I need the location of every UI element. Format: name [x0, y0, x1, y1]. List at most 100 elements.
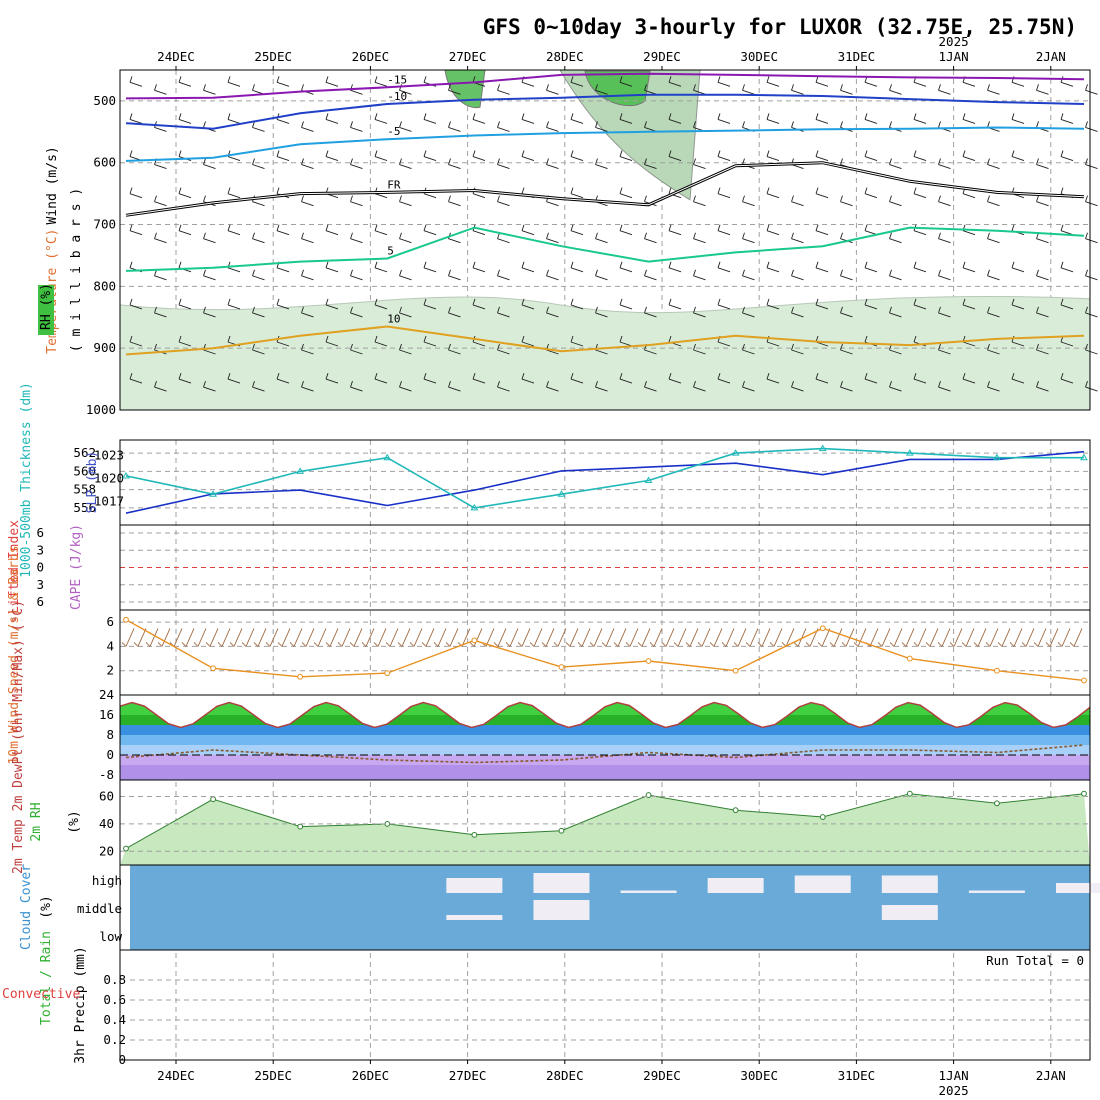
- rh-shading-patch: [444, 69, 486, 109]
- wind-barb: [203, 158, 216, 169]
- wind-barb: [815, 224, 829, 236]
- wind-barb: [619, 372, 633, 384]
- wind10-barb: [181, 628, 195, 647]
- wind-barb: [423, 150, 437, 161]
- wind-barb: [644, 232, 657, 244]
- ylabel-cloud: Cloud Cover: [19, 864, 34, 950]
- pressure-tick-label: 900: [93, 340, 116, 355]
- wind-barb: [301, 121, 314, 132]
- wind10-barb: [421, 628, 435, 647]
- wind-barb: [962, 113, 976, 124]
- wind10-barb: [289, 628, 303, 647]
- wind-barb: [1085, 84, 1098, 95]
- wind-barb: [570, 150, 584, 161]
- rh-point: [819, 814, 826, 820]
- wind-barb: [301, 84, 314, 95]
- lifted-tick-label: 6: [36, 525, 44, 540]
- wind10-barb: [325, 628, 339, 647]
- wind-barb: [693, 232, 706, 244]
- wind-barb: [252, 269, 265, 281]
- temp-band: [120, 765, 1090, 780]
- ylabel-rh: RH (%): [39, 283, 54, 330]
- wind-barb: [1036, 121, 1049, 132]
- wind-barb: [570, 224, 584, 236]
- wind10-barb: [469, 628, 483, 647]
- wind-barb: [521, 335, 535, 347]
- wind-barb: [938, 306, 951, 318]
- wind-barb: [252, 232, 265, 244]
- wind-barb: [154, 380, 167, 392]
- wind-barb: [472, 372, 486, 384]
- rh2m-panel: 20 40 60 2m RH (%): [29, 788, 1090, 865]
- wind-barb: [668, 150, 682, 161]
- wind10-barb: [817, 628, 831, 647]
- wind10-barb: [925, 628, 939, 647]
- rh-tick-label: 20: [99, 843, 114, 858]
- wind10-barb: [445, 628, 459, 647]
- wind-barb: [154, 195, 167, 207]
- wind-barb: [889, 232, 902, 244]
- wind10-barb: [1069, 628, 1083, 647]
- date-tick-bottom: 27DEC: [449, 1068, 487, 1083]
- ylabel-wind: Wind (m/s): [45, 146, 60, 224]
- wind-barb: [668, 372, 682, 384]
- wind-barb: [864, 150, 878, 161]
- thickness-tick-label: 562: [73, 445, 96, 460]
- wind-barb: [619, 113, 633, 124]
- wind-barb: [619, 150, 633, 161]
- wind-barb: [889, 158, 902, 169]
- wind-barb: [423, 372, 437, 384]
- wind-barb: [325, 150, 339, 161]
- wind-barb: [693, 343, 706, 355]
- wind-barb: [448, 84, 461, 95]
- wind10-barb: [277, 628, 291, 647]
- wind10-barb: [889, 628, 903, 647]
- wind-barb: [864, 372, 878, 384]
- wind-barb: [301, 306, 314, 318]
- rh-point: [210, 796, 216, 803]
- wind-barb: [276, 76, 290, 87]
- wind-barb: [717, 372, 731, 384]
- wind-barb: [350, 269, 363, 281]
- slp-tick-label: 1020: [94, 471, 124, 486]
- wind-barb: [791, 380, 804, 392]
- wind-barb: [350, 195, 363, 207]
- wind-barb: [276, 150, 290, 161]
- wind-barb: [374, 335, 388, 347]
- wind-barb: [497, 195, 510, 207]
- wind-barb: [472, 113, 486, 124]
- wind-barb: [962, 150, 976, 161]
- wind-barb: [399, 121, 412, 132]
- cloud-block-middle: [881, 905, 938, 920]
- ylabel-lifted: Lifted Index: [7, 520, 22, 614]
- wind-barb: [203, 306, 216, 318]
- wind-barb: [276, 298, 290, 310]
- wind-barb: [399, 269, 412, 281]
- wind-barb: [1036, 306, 1049, 318]
- wind-barb: [766, 187, 780, 199]
- wind-tick-label: 4: [106, 638, 114, 653]
- wind-barb: [644, 158, 657, 169]
- wind-barb: [521, 261, 535, 273]
- wind-barb: [595, 232, 608, 244]
- cloud-block-middle: [533, 900, 590, 920]
- wind-barb: [1060, 150, 1074, 161]
- wind10-point: [558, 664, 565, 670]
- wind-barb: [938, 269, 951, 281]
- wind-barb: [252, 121, 265, 132]
- cloud-block-high: [881, 875, 938, 893]
- lifted-tick-label: 6: [36, 594, 44, 609]
- wind-barb: [987, 158, 1000, 169]
- wind-barb: [987, 343, 1000, 355]
- wind-barb: [668, 113, 682, 124]
- wind-barb: [693, 306, 706, 318]
- wind10-barb: [1045, 628, 1059, 647]
- wind-barb: [668, 261, 682, 273]
- wind-barb: [693, 195, 706, 207]
- wind-barb: [252, 158, 265, 169]
- date-tick-bottom: 2JAN: [1036, 1068, 1066, 1083]
- rh-point: [1081, 790, 1087, 797]
- wind-barb: [913, 150, 927, 161]
- thickness-tick-label: 558: [73, 482, 96, 497]
- wind10-barb: [913, 628, 927, 647]
